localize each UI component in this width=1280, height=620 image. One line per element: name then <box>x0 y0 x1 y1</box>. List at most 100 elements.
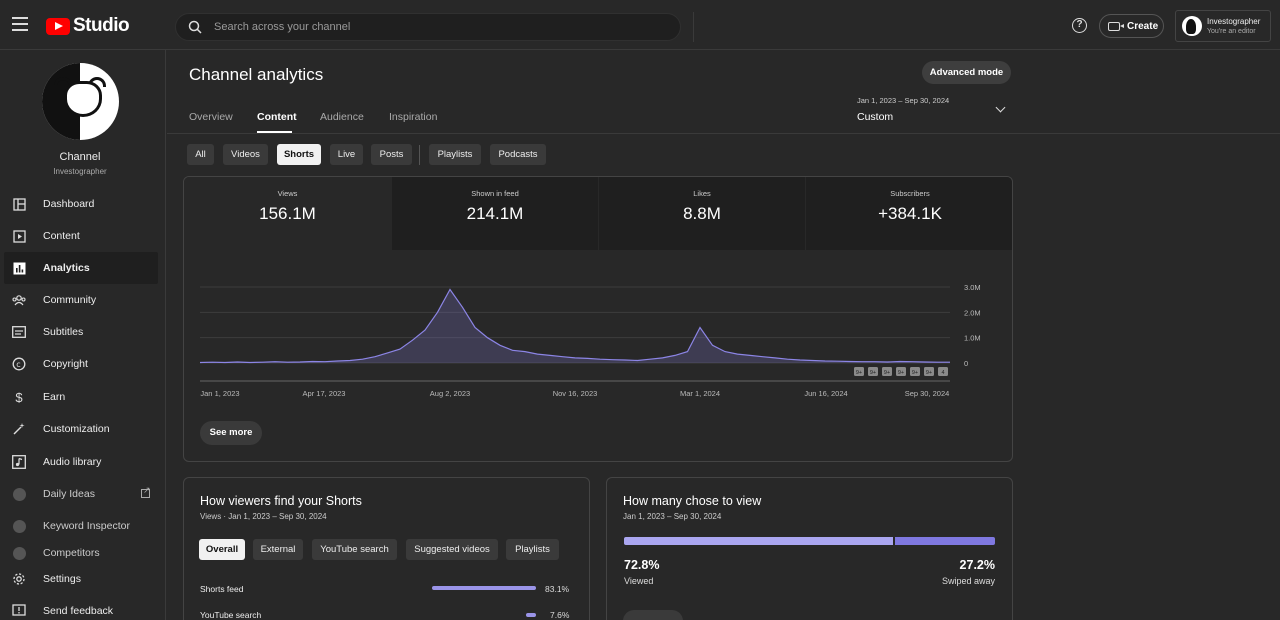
viewed-vs-swiped-card: How many chose to view Jan 1, 2023 – Sep… <box>606 477 1013 620</box>
search-icon[interactable] <box>178 13 212 41</box>
sidebar-item-competitors[interactable]: Competitors <box>4 542 158 564</box>
views-chart[interactable]: 0 1.0M 2.0M 3.0M 9+ 9+ 9+ 9+ 9+ 9+ 4 Jan 1, 2023 Apr… <box>184 250 1013 400</box>
publish-marker-label: 9+ <box>884 370 890 376</box>
account-role: You're an editor <box>1207 28 1256 35</box>
account-switcher[interactable]: Investographer You're an editor <box>1175 10 1271 42</box>
analytics-icon <box>12 261 26 275</box>
tab-overview[interactable]: Overview <box>189 111 233 123</box>
sidebar-item-keyword-inspector[interactable]: Keyword Inspector <box>4 510 158 542</box>
x-tick-label: Jun 16, 2024 <box>804 389 847 398</box>
sidebar-item-label: Customization <box>43 423 110 435</box>
metric-value: 8.8M <box>683 204 721 223</box>
swiped-label: Swiped away <box>941 576 995 586</box>
traffic-source-card: How viewers find your Shorts Views · Jan… <box>183 477 590 620</box>
sidebar-item-earn[interactable]: $ Earn <box>4 381 158 413</box>
sidebar-item-daily-ideas[interactable]: Daily Ideas <box>4 478 158 510</box>
metric-subscribers[interactable]: Subscribers +384.1K <box>806 177 1012 250</box>
sidebar-item-label: Send feedback <box>43 605 114 617</box>
chip-youtube-search[interactable]: YouTube search <box>312 539 397 560</box>
tab-content[interactable]: Content <box>257 111 297 123</box>
series-line <box>199 288 950 364</box>
create-button[interactable]: Create <box>1099 14 1164 38</box>
viewed-bar <box>624 537 893 545</box>
chip-overall[interactable]: Overall <box>199 539 245 560</box>
sidebar-item-label: Competitors <box>43 547 100 559</box>
sidebar-item-label: Earn <box>43 391 66 403</box>
video-camera-icon <box>1108 21 1124 31</box>
viewed-label: Viewed <box>624 576 654 586</box>
sidebar-item-label: Copyright <box>43 358 88 370</box>
publish-marker <box>938 367 948 376</box>
advanced-mode-button[interactable]: Advanced mode <box>922 61 1011 84</box>
chip-external[interactable]: External <box>253 539 303 560</box>
sidebar-item-label: Analytics <box>43 262 90 274</box>
dashboard-icon <box>12 197 26 211</box>
sidebar-item-label: Dashboard <box>43 198 95 210</box>
chip-playlists[interactable]: Playlists <box>429 144 481 165</box>
sidebar-item-label: Subtitles <box>43 326 84 338</box>
y-tick-label: 2.0M <box>964 308 981 317</box>
chip-playlists[interactable]: Playlists <box>506 539 559 560</box>
metric-likes[interactable]: Likes 8.8M <box>599 177 805 250</box>
chip-podcasts[interactable]: Podcasts <box>490 144 546 165</box>
metric-shown-in-feed[interactable]: Shown in feed 214.1M <box>392 177 598 250</box>
x-tick-label: Mar 1, 2024 <box>680 389 720 398</box>
chip-videos[interactable]: Videos <box>223 144 268 165</box>
sidebar-item-copyright[interactable]: c Copyright <box>4 348 158 380</box>
sidebar-item-customization[interactable]: Customization <box>4 413 158 445</box>
publish-marker-label: 9+ <box>856 370 862 376</box>
card-subtitle: Views · Jan 1, 2023 – Sep 30, 2024 <box>200 512 327 521</box>
sidebar-item-label: Audio library <box>43 456 102 468</box>
chip-all[interactable]: All <box>187 144 214 165</box>
metric-views[interactable]: Views 156.1M <box>184 177 391 250</box>
help-icon[interactable]: ? <box>1072 18 1087 33</box>
more-button[interactable] <box>623 610 683 620</box>
sidebar-item-label: Keyword Inspector <box>43 520 130 532</box>
extension-icon <box>12 519 26 533</box>
publish-marker <box>882 367 892 376</box>
chip-posts[interactable]: Posts <box>371 144 412 165</box>
sidebar-item-settings[interactable]: Settings <box>4 563 158 595</box>
channel-name: Channel <box>59 151 101 163</box>
date-range-picker[interactable]: Jan 1, 2023 – Sep 30, 2024 Custom <box>857 96 949 123</box>
chevron-down-icon[interactable] <box>995 102 1006 113</box>
y-tick-label: 0 <box>964 359 968 368</box>
sidebar-item-send-feedback[interactable]: Send feedback <box>4 595 158 620</box>
divider <box>419 145 420 165</box>
subtitles-icon <box>12 325 26 339</box>
y-tick-label: 1.0M <box>964 334 981 343</box>
account-name: Investographer <box>1207 17 1261 26</box>
sidebar-item-subtitles[interactable]: Subtitles <box>4 316 158 348</box>
publish-marker-label: 9+ <box>898 370 904 376</box>
dollar-icon: $ <box>15 389 23 405</box>
publish-marker <box>868 367 878 376</box>
search-input[interactable] <box>214 21 654 33</box>
external-link-icon[interactable] <box>141 485 151 498</box>
metric-label: Subscribers <box>890 189 930 198</box>
channel-avatar[interactable] <box>42 63 119 140</box>
channel-handle: Investographer <box>53 167 107 176</box>
chip-suggested-videos[interactable]: Suggested videos <box>406 539 498 560</box>
menu-icon[interactable] <box>12 17 28 31</box>
see-more-button[interactable]: See more <box>200 421 262 445</box>
publish-marker <box>896 367 906 376</box>
metric-label: Shown in feed <box>471 189 519 198</box>
studio-logo[interactable]: Studio <box>46 15 130 37</box>
sidebar-item-audio-library[interactable]: Audio library <box>4 446 158 478</box>
sidebar-item-dashboard[interactable]: Dashboard <box>4 188 158 220</box>
sidebar-item-community[interactable]: Community <box>4 284 158 316</box>
x-tick-label: Jan 1, 2023 <box>200 389 239 398</box>
tab-audience[interactable]: Audience <box>320 111 364 123</box>
content-icon <box>12 229 26 243</box>
extension-icon <box>12 546 26 560</box>
viewed-split-bar <box>624 537 995 545</box>
row-label: YouTube search <box>200 610 262 620</box>
extension-icon <box>12 487 26 501</box>
sidebar-item-content[interactable]: Content <box>4 220 158 252</box>
swiped-percent: 27.2% <box>959 558 995 572</box>
chip-shorts[interactable]: Shorts <box>277 144 321 165</box>
sidebar-item-analytics[interactable]: Analytics <box>4 252 158 284</box>
tab-inspiration[interactable]: Inspiration <box>389 111 438 123</box>
chip-live[interactable]: Live <box>330 144 363 165</box>
create-label: Create <box>1127 20 1159 32</box>
